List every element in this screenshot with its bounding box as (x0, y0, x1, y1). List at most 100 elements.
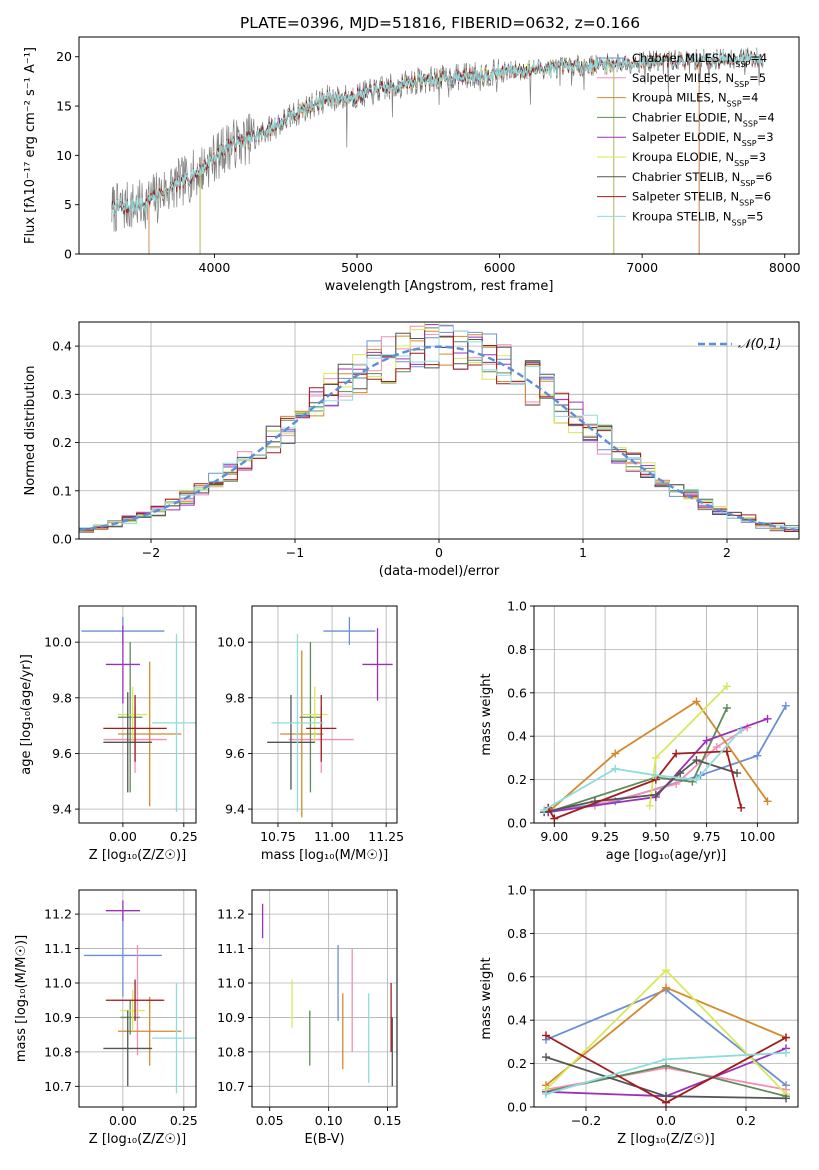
errorbar-point (120, 1000, 140, 1035)
errorbar-point (299, 642, 322, 793)
residual-histogram (79, 324, 799, 529)
mass-weight-marker (722, 747, 731, 756)
mass-vs-EBV-frame (251, 889, 398, 1108)
x-tick-label: −1 (286, 545, 304, 560)
mass-vs-EBV-axes (252, 890, 397, 1107)
y-tick-label: 9.8 (225, 690, 245, 705)
x-tick-label: 11.25 (368, 829, 404, 844)
mass-weight-marker (662, 966, 670, 975)
legend-entry: 𝒩(0,1) (738, 337, 781, 352)
mass-weight-line (547, 750, 742, 820)
mass-weight-marker (692, 697, 701, 706)
mass-weight-marker (737, 803, 746, 812)
age-vs-mass-frame (251, 605, 398, 824)
mass-weight-marker (542, 1031, 550, 1040)
x-tick-label: 5000 (341, 260, 373, 275)
mass-weight-marker (702, 736, 711, 745)
y-tick-label: 0.2 (52, 435, 72, 450)
x-tick-label: 11.00 (314, 829, 350, 844)
y-tick-label: 1.0 (507, 883, 527, 898)
y-tick-label: 10.7 (44, 1079, 72, 1094)
y-tick-label: 10 (56, 148, 72, 163)
x-tick-label: −0.2 (571, 1113, 601, 1128)
y-tick-label: 11.1 (44, 941, 72, 956)
x-tick-label: 7000 (626, 260, 658, 275)
mass-weight-marker (542, 1053, 550, 1062)
legend-entry: Kroupa MILES, NSSP=4 (632, 91, 758, 109)
y-tick-label: 0.1 (52, 483, 72, 498)
y-tick-label: 0.8 (507, 642, 527, 657)
errorbar-point (152, 633, 196, 812)
y-tick-label: 20 (56, 49, 72, 64)
mass-weight-marker (611, 749, 620, 758)
y-tick-label: 0.6 (507, 685, 527, 700)
x-tick-label: 0.0 (656, 1113, 676, 1128)
y-tick-label: 0.4 (507, 729, 527, 744)
y-tick-label: 10.0 (44, 635, 72, 650)
mass-weight-marker (651, 753, 660, 762)
spectrum-plot-area (111, 47, 764, 254)
mass-weight-marker (737, 725, 746, 734)
y-tick-label: 10.8 (44, 1044, 72, 1059)
age-vs-Z-frame (78, 605, 197, 824)
errorbar-point (118, 642, 143, 793)
massweight-vs-Z-plot-area (542, 966, 790, 1107)
x-axis-label: age [log₁₀(age/yr)] (606, 848, 727, 863)
x-axis-label: mass [log₁₀(M/M☉)] (261, 848, 388, 863)
massweight-vs-age-axes (534, 605, 798, 824)
errorbar-point (105, 900, 140, 921)
mass-weight-marker (651, 771, 660, 780)
mass-weight-marker (651, 790, 660, 799)
y-tick-label: 9.4 (52, 802, 72, 817)
mass-weight-marker (753, 751, 762, 760)
mass-weight-marker (672, 749, 681, 758)
spectrum-legend: Chabrier MILES, NSSP=4 Salpeter MILES, NS… (597, 51, 775, 227)
mass-weight-line (547, 700, 769, 813)
y-tick-label: 9.4 (225, 802, 245, 817)
errorbar-point (103, 692, 153, 793)
legend-entry: Kroupa STELIB, NSSP=5 (632, 209, 763, 227)
x-tick-label: 9.25 (591, 829, 619, 844)
legend-entry: Salpeter STELIB, NSSP=6 (632, 190, 771, 208)
normal-curve (79, 345, 799, 532)
errorbar-point (83, 914, 162, 997)
x-axis-label: Z [log₁₀(Z/Z☉)] (89, 848, 186, 863)
errorbar-point (271, 633, 324, 812)
x-tick-label: 10.75 (260, 829, 296, 844)
mass-weight-marker (782, 1048, 790, 1057)
x-tick-label: 9.00 (540, 829, 568, 844)
errorbar-point (118, 686, 148, 743)
x-tick-label: 8000 (769, 260, 801, 275)
y-tick-label: 11.1 (217, 941, 245, 956)
x-tick-label: 1 (579, 545, 587, 560)
y-tick-label: 9.8 (52, 690, 72, 705)
errorbar-point (118, 661, 182, 807)
y-tick-label: 0 (64, 247, 72, 262)
mass-weight-marker (540, 805, 549, 814)
mass-weight-marker (662, 1055, 670, 1064)
mass-weight-marker (645, 801, 654, 810)
y-tick-label: 0.0 (52, 532, 72, 547)
massweight-vs-age-plot-area (540, 682, 790, 823)
legend-entry: Salpeter MILES, NSSP=5 (632, 71, 766, 89)
y-tick-label: 0.4 (52, 339, 72, 354)
mass-weight-marker (733, 769, 742, 778)
mass-weight-marker (672, 779, 681, 788)
mass-weight-marker (662, 983, 670, 992)
y-tick-label: 10.0 (217, 635, 245, 650)
errorbar-point (103, 1010, 153, 1087)
model-spectrum-line (111, 49, 764, 215)
errorbar-point (280, 650, 324, 818)
mass-weight-marker (542, 1089, 550, 1098)
mass-weight-marker (692, 775, 701, 784)
x-tick-label: 0.05 (256, 1113, 284, 1128)
y-tick-label: 10.9 (44, 1010, 72, 1025)
y-axis-label: mass weight (479, 673, 494, 755)
figure-title: PLATE=0396, MJD=51816, FIBERID=0632, z=0… (240, 14, 640, 32)
y-tick-label: 0.0 (507, 1100, 527, 1115)
mass-weight-marker (782, 1094, 790, 1103)
age-vs-mass-plot-area (267, 617, 393, 818)
mass-weight-marker (611, 764, 620, 773)
mass-weight-marker (782, 1033, 790, 1042)
mass-weight-marker (712, 743, 721, 752)
